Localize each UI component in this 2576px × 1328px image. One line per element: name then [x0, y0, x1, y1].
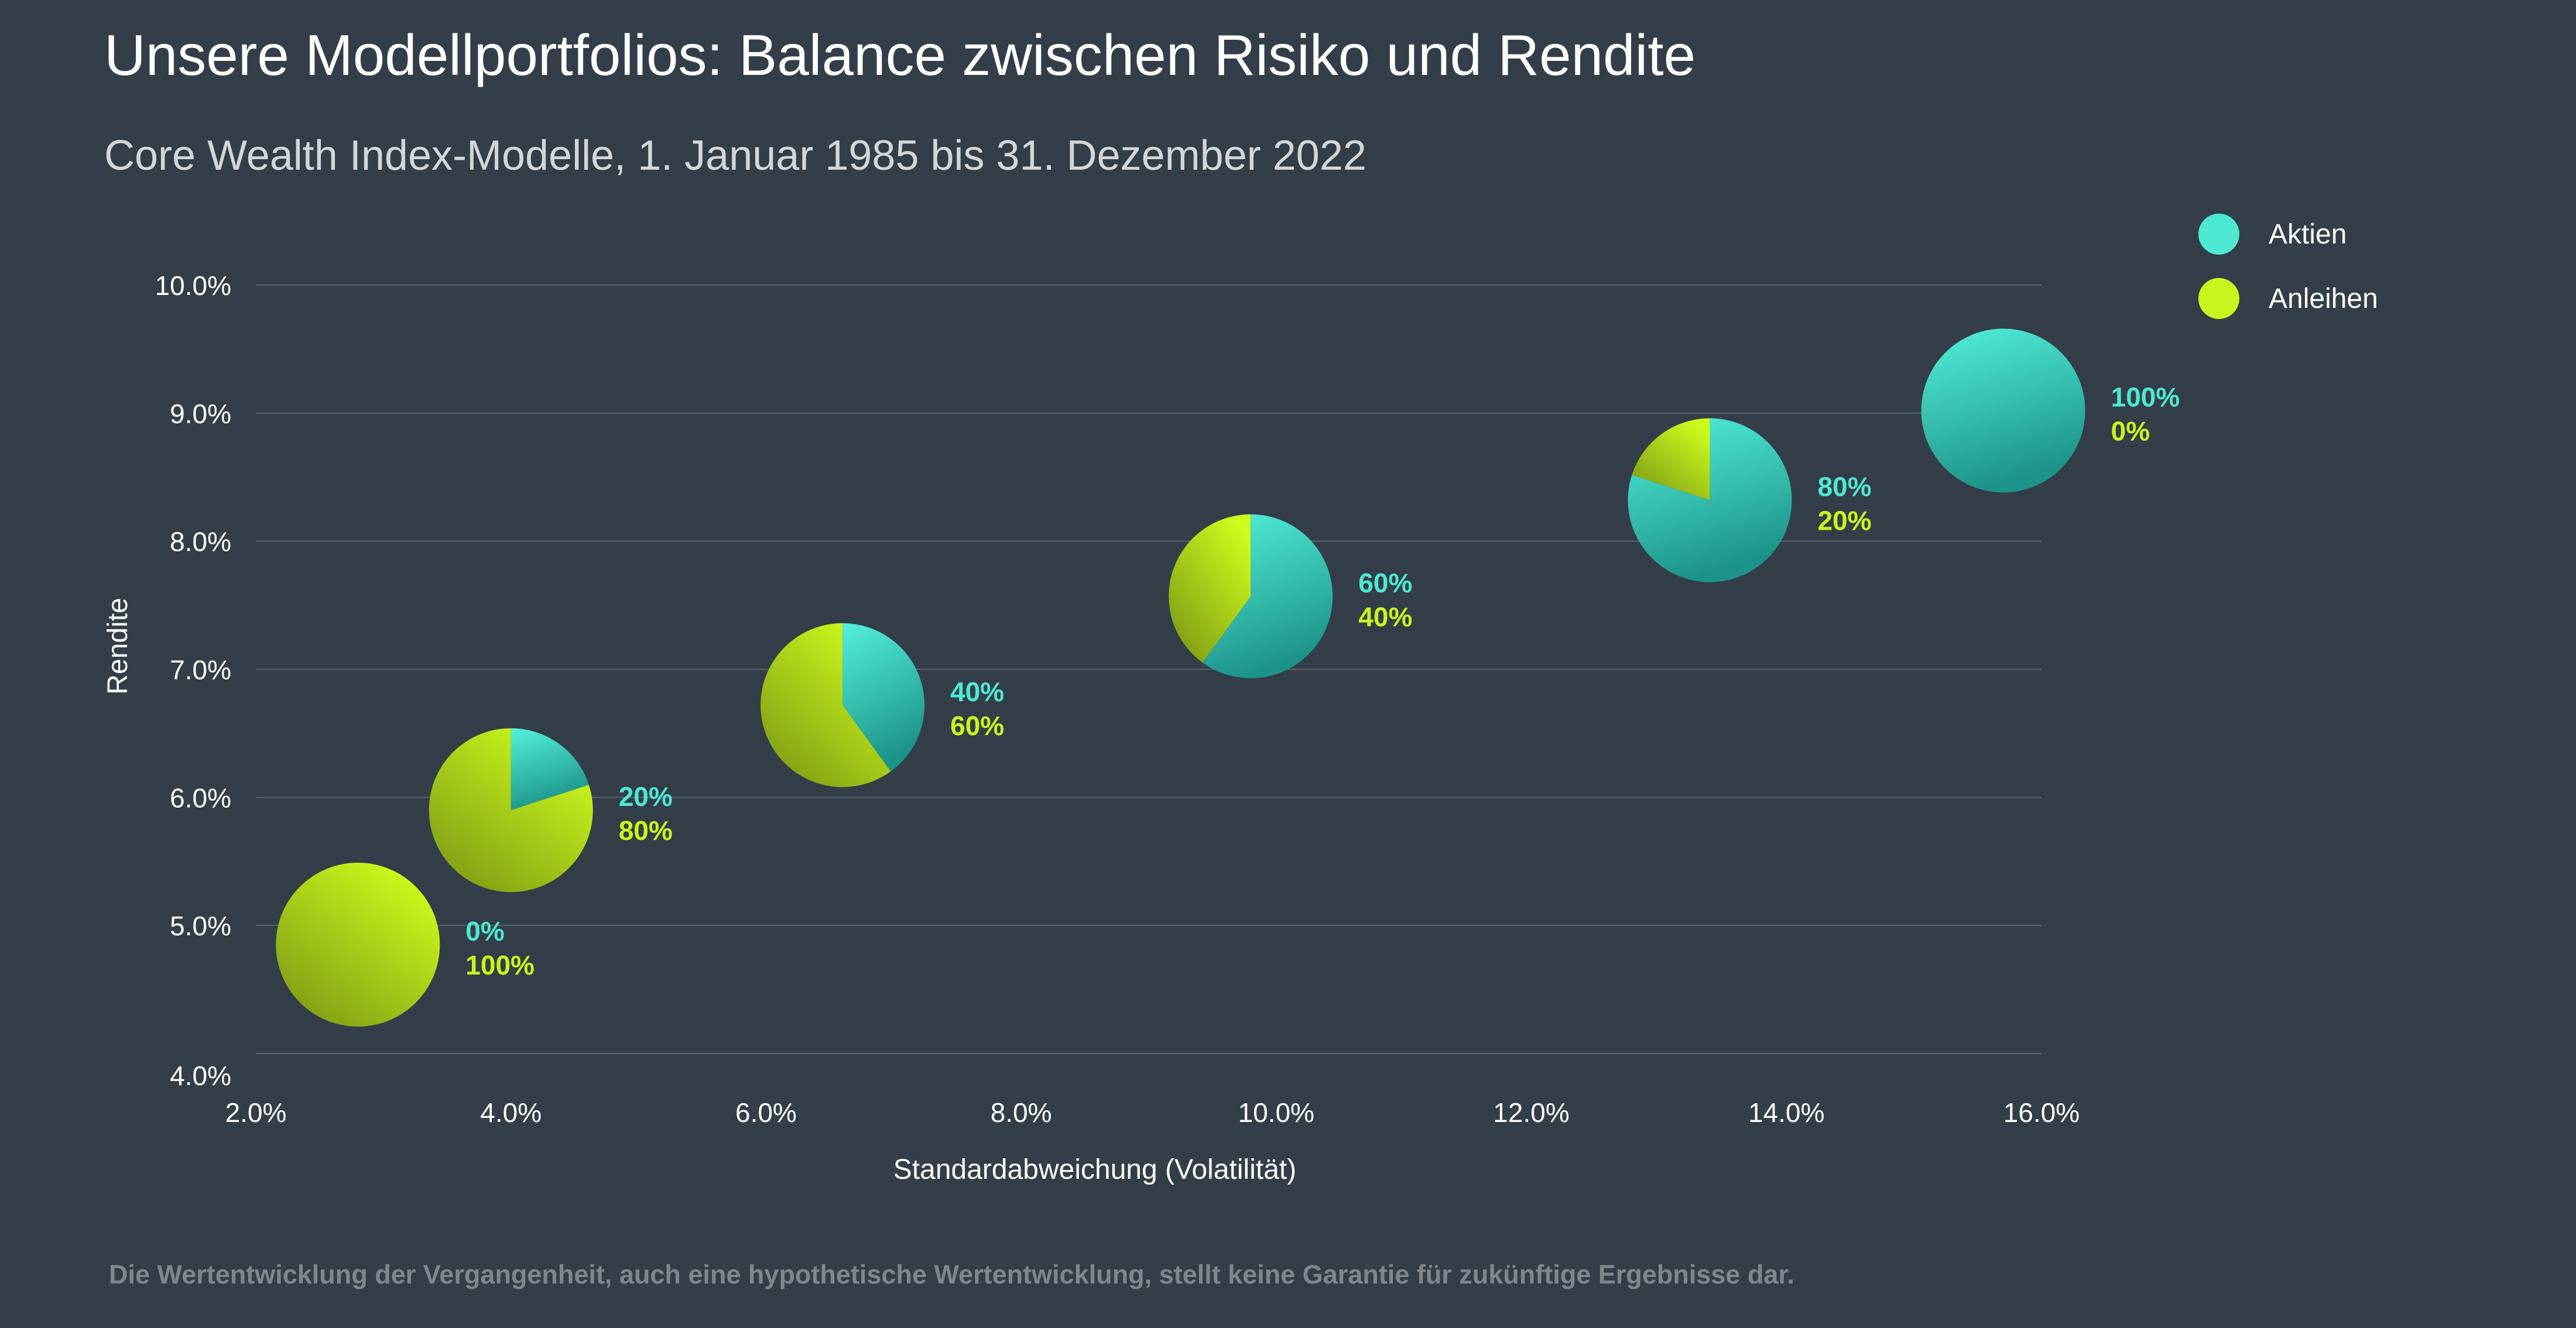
y-axis-ticks: 4.0% 5.0% 6.0% 7.0% 8.0% 9.0% 10.0%: [155, 270, 231, 1091]
y-tick-label: 5.0%: [170, 911, 231, 941]
chart-title: Unsere Modellportfolios: Balance zwische…: [104, 23, 1696, 87]
data-label-aktien: 0%: [465, 916, 504, 946]
pie-slice-aktien: [511, 728, 589, 811]
x-axis-ticks: 2.0% 4.0% 6.0% 8.0% 10.0% 12.0% 14.0% 16.0%: [225, 1097, 2080, 1128]
data-labels: 0%100%20%80%40%60%60%40%80%20%100%0%: [465, 382, 2180, 980]
pie-slice-anleihen: [276, 862, 440, 1027]
footnote: Die Wertentwicklung der Vergangenheit, a…: [109, 1260, 1794, 1289]
data-label-aktien: 20%: [619, 781, 673, 812]
data-label-aktien: 40%: [950, 677, 1004, 707]
x-tick-label: 2.0%: [225, 1097, 287, 1128]
y-tick-label: 6.0%: [170, 783, 231, 813]
pie-slice-aktien: [842, 623, 925, 772]
data-label-anleihen: 20%: [1818, 506, 1872, 536]
x-tick-label: 12.0%: [1493, 1097, 1569, 1128]
data-label-anleihen: 60%: [950, 711, 1004, 741]
legend-item-anleihen: Anleihen: [2198, 266, 2378, 331]
legend-label-aktien: Aktien: [2269, 218, 2347, 250]
data-label-anleihen: 0%: [2111, 416, 2150, 446]
chart-subtitle: Core Wealth Index-Modelle, 1. Januar 198…: [104, 132, 1366, 179]
data-label-anleihen: 40%: [1358, 602, 1412, 632]
grid-layer: [256, 284, 2041, 1054]
x-tick-label: 8.0%: [991, 1097, 1052, 1128]
x-tick-label: 10.0%: [1238, 1097, 1314, 1128]
data-label-aktien: 60%: [1358, 568, 1412, 598]
pie-markers: [276, 328, 2085, 1027]
y-tick-label: 9.0%: [170, 399, 231, 429]
x-axis-label: Standardabweichung (Volatilität): [893, 1154, 1296, 1185]
pie-slice-aktien: [1628, 418, 1792, 582]
pie-slice-anleihen: [761, 623, 891, 787]
legend-swatch-aktien: [2198, 214, 2239, 255]
pie-slice-anleihen: [1632, 418, 1710, 500]
chart-legend: Aktien Anleihen: [2198, 202, 2378, 331]
legend-label-anleihen: Anleihen: [2269, 283, 2378, 314]
legend-item-aktien: Aktien: [2198, 202, 2378, 266]
data-label-anleihen: 100%: [465, 950, 535, 980]
x-tick-label: 14.0%: [1748, 1097, 1824, 1128]
y-axis-label: Rendite: [102, 598, 133, 694]
x-tick-label: 4.0%: [480, 1097, 542, 1128]
pie-slice-anleihen: [1169, 514, 1251, 663]
y-tick-label: 7.0%: [170, 655, 231, 685]
x-tick-label: 6.0%: [735, 1097, 797, 1128]
data-label-anleihen: 80%: [619, 815, 673, 846]
data-label-aktien: 80%: [1818, 472, 1872, 502]
pie-slice-aktien: [1202, 514, 1333, 678]
y-tick-label: 8.0%: [170, 527, 231, 557]
pie-slice-anleihen: [429, 728, 593, 893]
data-label-aktien: 100%: [2111, 382, 2180, 412]
pie-slice-aktien: [1921, 328, 2085, 493]
y-tick-label: 10.0%: [155, 270, 231, 301]
legend-swatch-anleihen: [2198, 278, 2239, 319]
x-tick-label: 16.0%: [2003, 1097, 2080, 1128]
y-tick-label: 4.0%: [170, 1061, 231, 1091]
